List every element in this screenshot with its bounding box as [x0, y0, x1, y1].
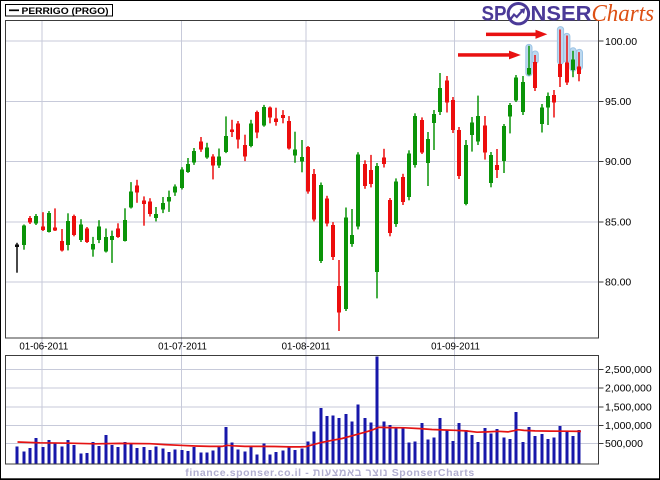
svg-text:100.00: 100.00 [605, 36, 637, 48]
svg-text:2,500,000: 2,500,000 [605, 364, 652, 376]
svg-text:01-07-2011: 01-07-2011 [158, 342, 207, 353]
svg-text:85.00: 85.00 [605, 216, 631, 228]
svg-text:01-09-2011: 01-09-2011 [431, 342, 480, 353]
svg-text:01-08-2011: 01-08-2011 [282, 342, 331, 353]
svg-text:95.00: 95.00 [605, 96, 631, 108]
svg-text:90.00: 90.00 [605, 156, 631, 168]
svg-text:500,000: 500,000 [605, 438, 643, 450]
svg-text:80.00: 80.00 [605, 277, 631, 289]
svg-text:1,500,000: 1,500,000 [605, 402, 652, 414]
svg-text:2,000,000: 2,000,000 [605, 383, 652, 395]
svg-text:SP: SP [482, 3, 507, 26]
svg-text:PERRIGO (PRGO): PERRIGO (PRGO) [22, 5, 109, 16]
svg-text:01-06-2011: 01-06-2011 [19, 342, 68, 353]
svg-text:Charts: Charts [592, 1, 655, 27]
svg-text:finance.sponser.co.il - נוצר ב: finance.sponser.co.il - נוצר באמצעות Spo… [185, 467, 475, 479]
svg-text:NSER: NSER [531, 3, 592, 26]
svg-text:1,000,000: 1,000,000 [605, 420, 652, 432]
